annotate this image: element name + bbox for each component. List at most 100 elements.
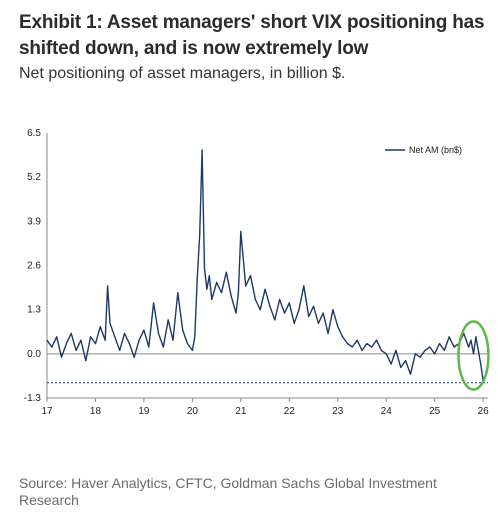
y-tick-label: 1.3	[27, 305, 41, 316]
data-point	[351, 346, 353, 348]
data-point	[162, 346, 164, 348]
x-tick-label: 19	[138, 406, 150, 417]
data-point	[380, 349, 382, 352]
data-point	[60, 356, 63, 358]
data-point	[201, 149, 203, 151]
x-tick-label: 25	[429, 406, 441, 417]
data-point	[480, 363, 482, 365]
data-point	[332, 309, 334, 311]
data-point	[220, 292, 223, 294]
data-point	[371, 346, 373, 348]
data-point	[298, 309, 300, 311]
source-note: Source: Haver Analytics, CFTC, Goldman S…	[19, 475, 437, 508]
y-tick-label: -1.3	[24, 393, 42, 404]
data-point	[337, 326, 339, 328]
data-point	[342, 336, 344, 338]
data-point	[123, 332, 126, 335]
data-point	[182, 329, 184, 331]
data-point	[119, 349, 121, 352]
x-tick-label: 22	[284, 406, 296, 417]
data-point	[477, 349, 479, 352]
data-point	[240, 230, 242, 233]
chart-title: Exhibit 1: Asset managers' short VIX pos…	[19, 12, 485, 59]
data-point	[211, 298, 213, 301]
data-point	[443, 349, 445, 352]
data-point	[414, 353, 416, 355]
data-point	[424, 349, 426, 352]
data-point	[312, 305, 315, 307]
data-point	[85, 360, 87, 362]
data-point	[172, 339, 174, 341]
y-tick-label: 6.5	[27, 128, 41, 139]
data-point	[249, 275, 252, 277]
x-tick-label: 24	[381, 406, 393, 417]
data-point	[438, 343, 441, 345]
data-point	[434, 353, 436, 355]
data-point	[283, 312, 286, 314]
data-point	[208, 275, 210, 277]
data-point	[186, 343, 189, 345]
data-point	[90, 336, 92, 338]
x-tick-label: 21	[235, 406, 247, 417]
data-point	[114, 336, 116, 338]
data-point	[274, 319, 276, 321]
data-point	[468, 346, 470, 348]
data-point	[143, 329, 145, 331]
data-point	[194, 336, 196, 338]
data-point	[191, 349, 193, 352]
data-point	[153, 302, 155, 304]
data-point	[279, 298, 281, 301]
x-tick-label: 18	[90, 406, 102, 417]
data-point	[303, 285, 305, 287]
data-point	[56, 336, 58, 338]
data-point	[46, 339, 48, 341]
data-point	[133, 356, 135, 358]
data-point	[322, 312, 324, 314]
data-point	[317, 322, 319, 324]
data-point	[104, 339, 106, 341]
data-point	[138, 339, 140, 341]
data-point	[51, 346, 53, 348]
data-point	[475, 336, 477, 338]
y-tick-label: 5.2	[27, 172, 41, 183]
data-point	[148, 346, 150, 348]
data-point	[225, 271, 227, 273]
data-point	[366, 343, 368, 345]
data-point	[269, 305, 271, 307]
data-point	[75, 349, 77, 352]
data-point	[167, 319, 169, 321]
x-tick-label: 26	[478, 406, 490, 417]
line-chart: 6.5 5.2 3.9 2.6 1.3 0.0 -1.3 17 18 19 20 21 22 23 24 2…	[24, 128, 490, 417]
data-point	[448, 336, 450, 338]
data-point	[361, 349, 363, 352]
data-point	[70, 332, 72, 335]
x-tick-label: 23	[332, 406, 344, 417]
data-point	[375, 339, 378, 341]
data-point	[216, 281, 218, 284]
data-point	[288, 302, 290, 304]
data-point	[199, 234, 201, 236]
data-point	[472, 353, 475, 355]
data-point	[157, 332, 160, 335]
data-point	[346, 343, 349, 345]
data-point	[94, 343, 97, 345]
data-point	[254, 298, 256, 301]
data-point	[80, 339, 82, 341]
x-tick-label: 17	[41, 406, 53, 417]
data-point	[327, 332, 329, 335]
data-point	[99, 326, 101, 328]
highlight-circle	[457, 320, 490, 391]
data-point	[400, 366, 402, 369]
data-point	[109, 322, 111, 324]
y-tick-label: 0.0	[27, 349, 41, 360]
data-point	[293, 322, 295, 324]
data-point	[177, 292, 179, 294]
data-point	[405, 360, 407, 362]
data-point	[206, 288, 208, 290]
data-point	[259, 309, 261, 311]
data-point	[65, 343, 67, 345]
data-point	[409, 373, 412, 375]
data-point	[308, 315, 310, 318]
data-point	[453, 346, 455, 348]
data-point	[235, 312, 237, 314]
